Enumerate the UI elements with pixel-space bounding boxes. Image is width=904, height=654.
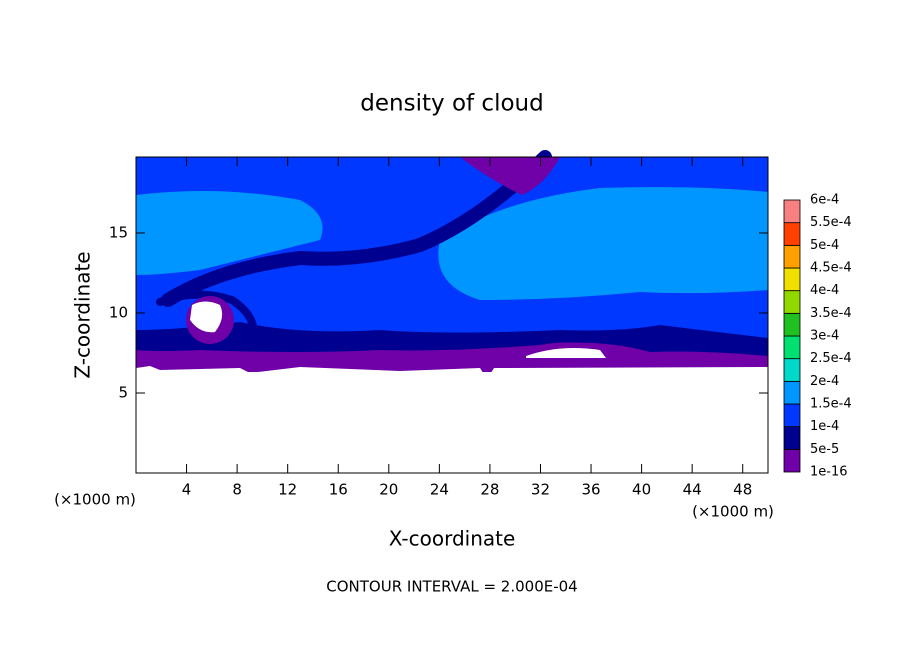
colorbar-label: 6e-4 xyxy=(810,193,839,208)
colorbar-swatch xyxy=(783,335,801,360)
colorbar-swatch xyxy=(783,403,801,428)
colorbar-label: 1e-16 xyxy=(810,465,848,480)
x-unit-label: (×1000 m) xyxy=(692,503,774,521)
colorbar-label: 2.5e-4 xyxy=(810,351,852,366)
x-tick-label: 24 xyxy=(430,481,449,499)
empty-region xyxy=(136,366,768,473)
y-tick-label: 10 xyxy=(109,304,128,322)
x-tick-label: 48 xyxy=(733,481,752,499)
x-tick-label: 20 xyxy=(379,481,398,499)
x-tick-label: 36 xyxy=(581,481,600,499)
colorbar-swatch xyxy=(783,426,801,450)
colorbar-label: 4e-4 xyxy=(810,283,839,298)
colorbar-label: 1.5e-4 xyxy=(810,397,852,412)
x-tick-label: 4 xyxy=(182,481,192,499)
colorbar-label: 2e-4 xyxy=(810,374,839,389)
colorbar-swatch xyxy=(783,267,801,292)
x-tick-label: 8 xyxy=(232,481,242,499)
colorbar-label: 5e-4 xyxy=(810,238,839,253)
colorbar-swatch xyxy=(783,448,801,473)
x-axis-label: X-coordinate xyxy=(389,527,516,551)
footer-note: CONTOUR INTERVAL = 2.000E-04 xyxy=(326,578,577,596)
y-tick-label: 5 xyxy=(118,384,128,402)
colorbar-swatch xyxy=(783,222,801,246)
contour-region xyxy=(161,150,552,307)
x-tick-label: 40 xyxy=(632,481,651,499)
empty-region xyxy=(190,301,223,333)
colorbar-swatch xyxy=(783,244,801,269)
x-tick-label: 12 xyxy=(278,481,297,499)
colorbar-label: 3.5e-4 xyxy=(810,306,852,321)
colorbar-swatch xyxy=(783,380,801,405)
plot-frame xyxy=(135,156,769,474)
contour-region xyxy=(460,157,560,195)
colorbar-label: 5e-5 xyxy=(810,442,839,457)
colorbar-swatch xyxy=(783,290,801,314)
contour-region xyxy=(438,187,768,300)
colorbar-label: 4.5e-4 xyxy=(810,261,852,276)
colorbar-label: 3e-4 xyxy=(810,329,839,344)
y-tick-label: 15 xyxy=(109,224,128,242)
x-tick-label: 28 xyxy=(480,481,499,499)
x-unit-label: (×1000 m) xyxy=(54,491,136,509)
x-tick-label: 16 xyxy=(329,481,348,499)
colorbar-swatch xyxy=(783,199,801,224)
chart-title: density of cloud xyxy=(360,91,543,117)
colorbar-label: 5.5e-4 xyxy=(810,215,852,230)
colorbar-label: 1e-4 xyxy=(810,419,839,434)
y-axis-label: Z-coordinate xyxy=(71,251,95,378)
empty-region xyxy=(526,348,606,358)
colorbar-swatch xyxy=(783,358,801,382)
contour-region xyxy=(156,290,258,349)
x-tick-label: 32 xyxy=(531,481,550,499)
x-tick-label: 44 xyxy=(683,481,702,499)
contour-region xyxy=(136,191,323,275)
colorbar-swatch xyxy=(783,312,801,337)
